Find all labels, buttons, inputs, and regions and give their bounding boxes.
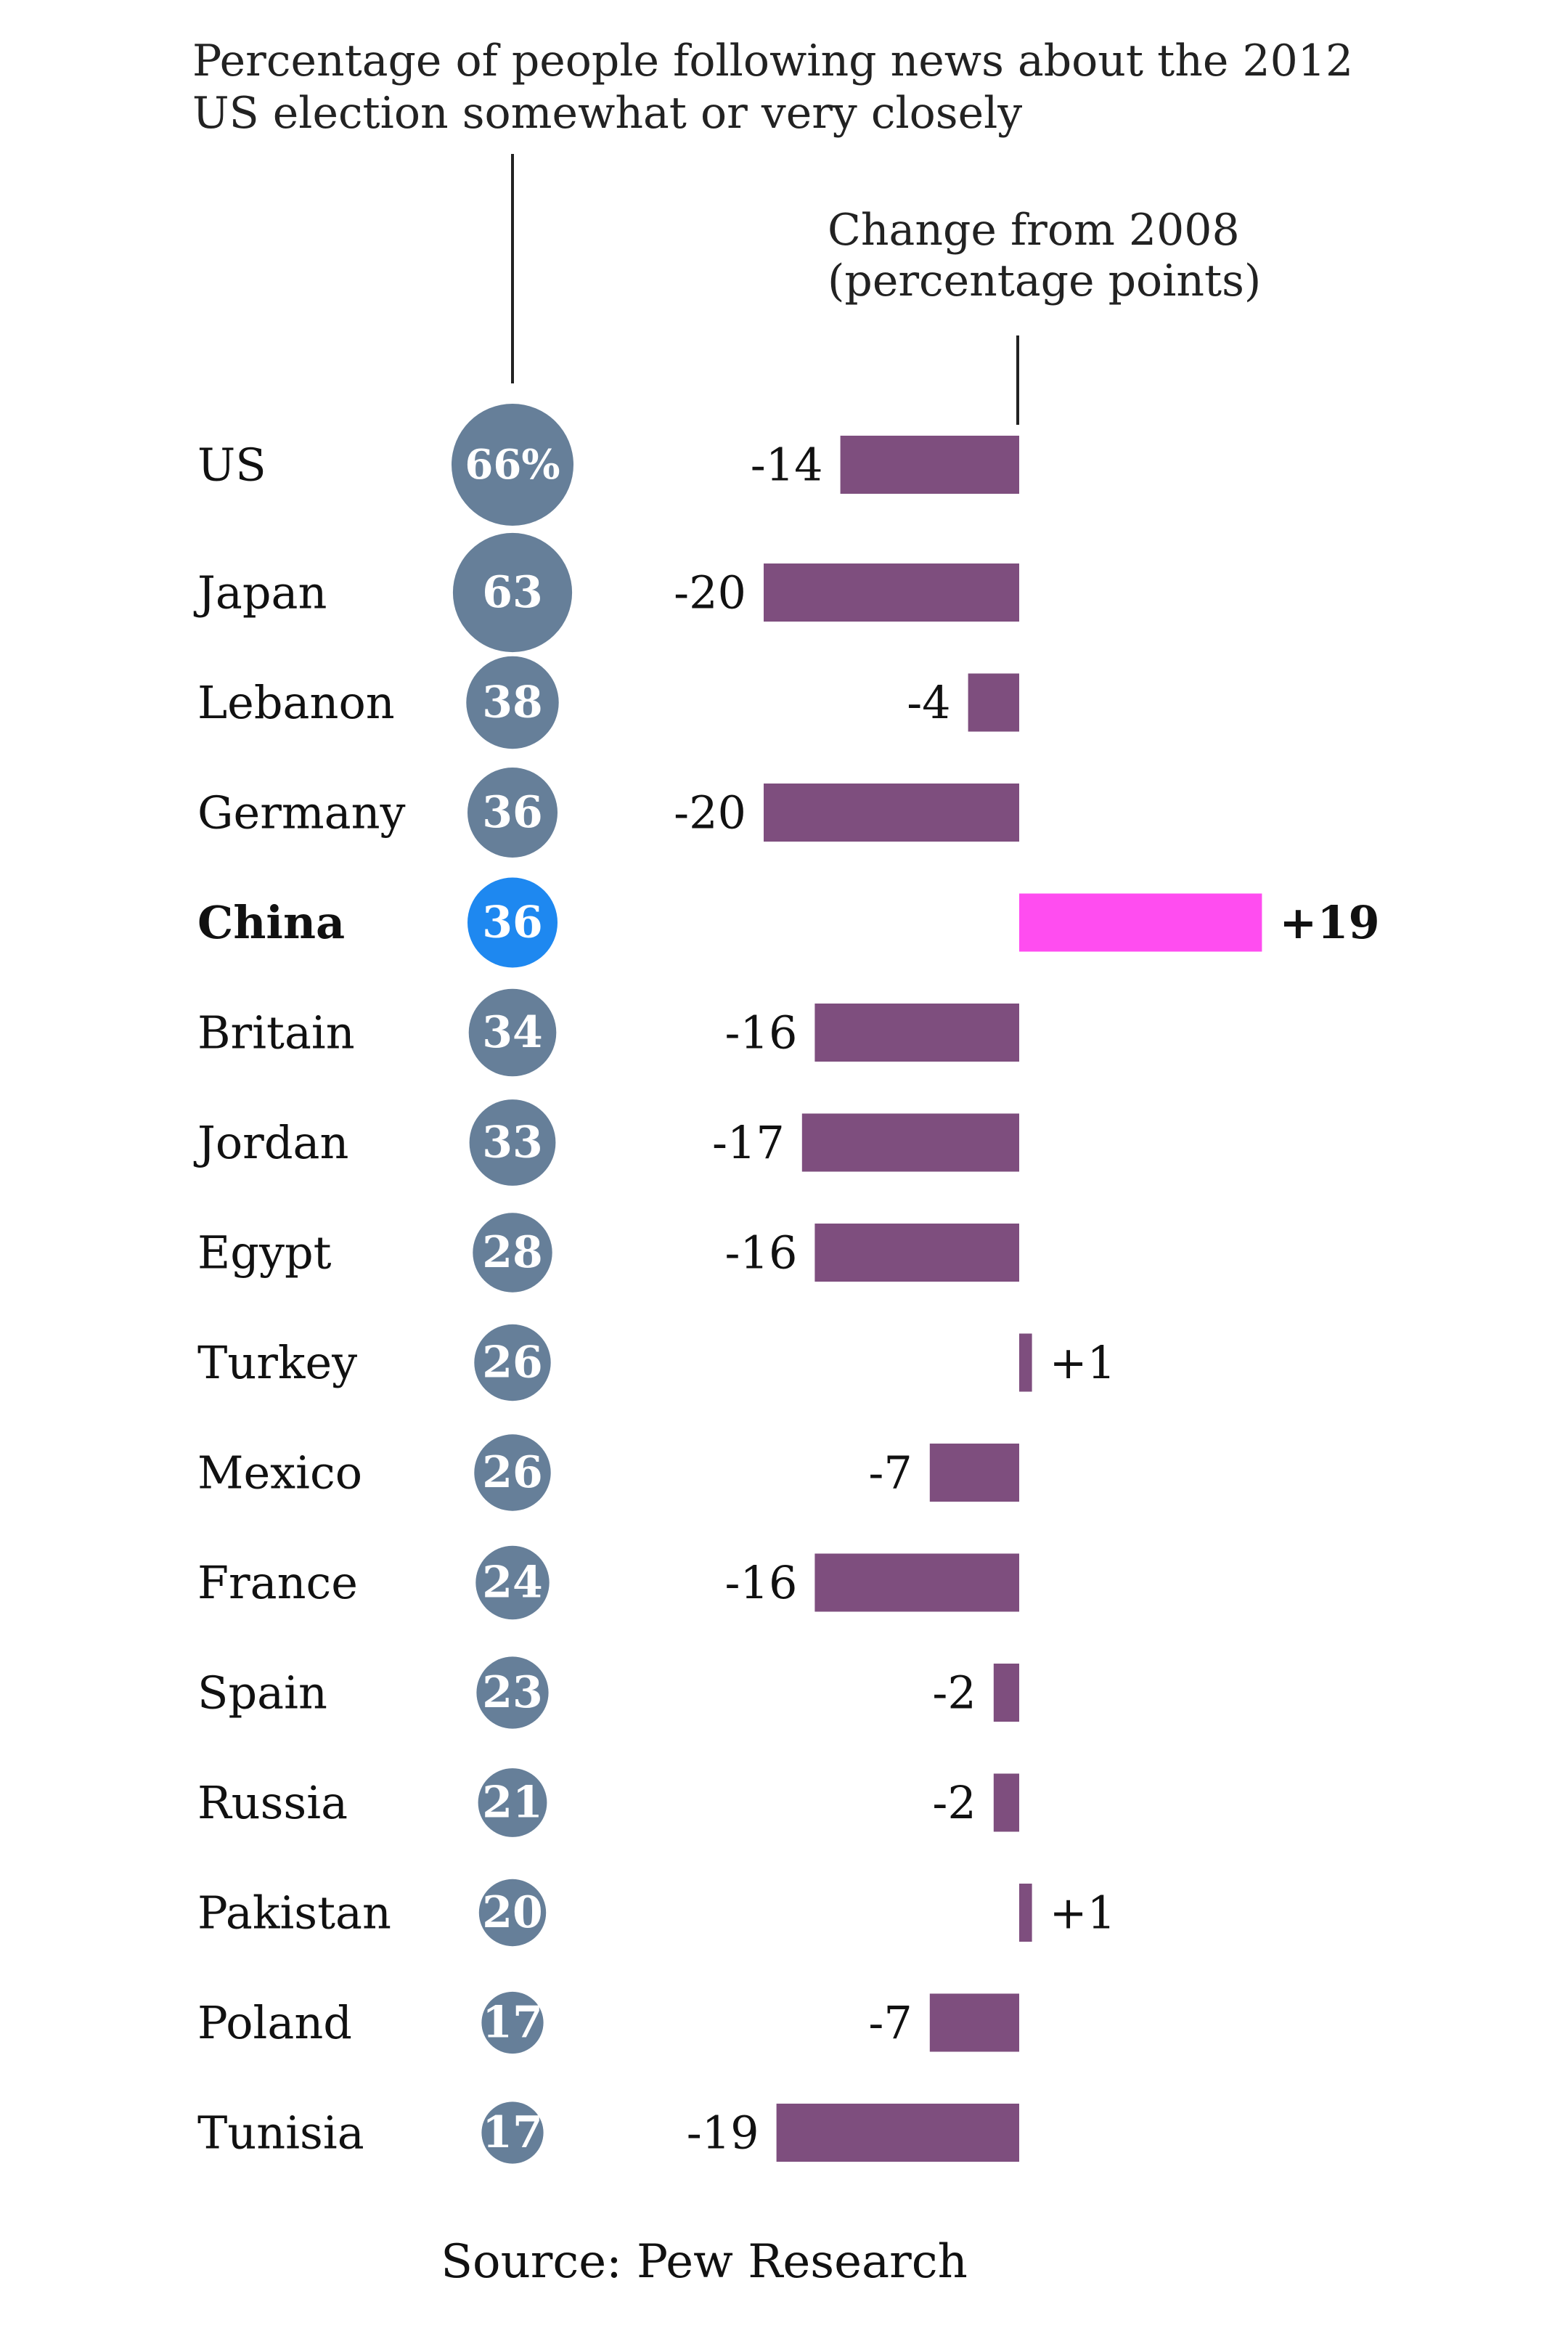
- percentage-bubble-france: [475, 1545, 550, 1620]
- percentage-label-tunisia: 17: [482, 2107, 543, 2158]
- percentage-label-egypt: 28: [482, 1227, 543, 1278]
- change-bar-britain: [814, 1004, 1019, 1062]
- percentage-label-japan: 63: [482, 567, 543, 618]
- category-label-spain: Spain: [197, 1667, 327, 1720]
- percentage-label-germany: 36: [482, 787, 543, 838]
- percentage-bubble-china: [467, 877, 558, 968]
- category-label-tunisia: Tunisia: [197, 2107, 364, 2160]
- category-label-turkey: Turkey: [197, 1336, 357, 1389]
- percentage-bubble-pakistan: [478, 1879, 547, 1947]
- change-label-mexico: -7: [868, 1446, 912, 1499]
- change-bar-lebanon: [968, 673, 1019, 732]
- percentage-bubble-tunisia: [481, 2101, 544, 2164]
- percentage-bubble-egypt: [473, 1213, 552, 1293]
- percentage-bubble-japan: [452, 532, 573, 653]
- change-label-france: -16: [725, 1556, 798, 1609]
- category-label-france: France: [197, 1556, 358, 1609]
- category-label-japan: Japan: [193, 566, 327, 619]
- percentage-label-mexico: 26: [482, 1447, 543, 1498]
- change-bar-china: [1019, 893, 1262, 952]
- change-label-spain: -2: [932, 1667, 976, 1720]
- category-label-mexico: Mexico: [197, 1446, 362, 1499]
- percentage-label-turkey: 26: [482, 1338, 543, 1388]
- change-label-britain: -16: [725, 1006, 798, 1059]
- percentage-label-us: 66%: [465, 441, 560, 489]
- change-label-poland: -7: [868, 1996, 912, 2049]
- change-bar-us: [840, 436, 1019, 494]
- change-bar-poland: [929, 1993, 1019, 2052]
- percentage-bubble-mexico: [474, 1434, 551, 1511]
- change-bar-spain: [993, 1664, 1019, 1722]
- category-label-jordan: Jordan: [193, 1116, 348, 1169]
- percentage-bubble-us: [452, 404, 573, 526]
- source-note: Source: Pew Research: [441, 2235, 968, 2289]
- change-bar-pakistan: [1019, 1884, 1032, 1942]
- category-label-pakistan: Pakistan: [197, 1887, 391, 1940]
- category-label-britain: Britain: [197, 1006, 355, 1059]
- change-label-egypt: -16: [725, 1226, 798, 1279]
- percentage-label-poland: 17: [482, 1998, 543, 2048]
- percentage-bubble-spain: [476, 1656, 549, 1729]
- percentage-label-pakistan: 20: [482, 1887, 543, 1938]
- percentage-label-france: 24: [482, 1558, 543, 1608]
- change-label-lebanon: -4: [907, 676, 950, 729]
- category-label-egypt: Egypt: [197, 1226, 332, 1279]
- category-label-china: China: [197, 896, 345, 949]
- change-label-us: -14: [751, 439, 823, 492]
- category-label-lebanon: Lebanon: [197, 676, 395, 729]
- change-title: Change from 2008 (percentage points): [828, 205, 1262, 306]
- change-bar-turkey: [1019, 1333, 1032, 1392]
- change-bar-russia: [993, 1773, 1019, 1832]
- category-label-us: US: [197, 439, 266, 492]
- change-bar-jordan: [801, 1113, 1019, 1172]
- change-bar-tunisia: [776, 2104, 1019, 2162]
- percentage-label-jordan: 33: [482, 1118, 543, 1168]
- category-label-germany: Germany: [197, 786, 406, 839]
- percentage-bubble-lebanon: [466, 656, 559, 749]
- change-bar-germany: [764, 784, 1019, 842]
- change-label-jordan: -17: [712, 1116, 785, 1169]
- percentage-label-spain: 23: [482, 1667, 543, 1718]
- percentage-bubble-britain: [468, 988, 557, 1077]
- change-label-japan: -20: [674, 566, 746, 619]
- change-label-pakistan: +1: [1050, 1887, 1116, 1940]
- percentage-bubble-poland: [481, 1991, 544, 2054]
- percentage-label-britain: 34: [482, 1007, 543, 1058]
- category-label-russia: Russia: [197, 1776, 348, 1829]
- change-bar-japan: [764, 563, 1019, 622]
- change-bar-egypt: [814, 1224, 1019, 1282]
- percentage-label-russia: 21: [482, 1778, 543, 1828]
- category-label-poland: Poland: [197, 1996, 352, 2049]
- percentage-bubble-turkey: [474, 1324, 551, 1401]
- percentage-bubble-germany: [467, 768, 558, 858]
- change-label-china: +19: [1279, 896, 1379, 949]
- percentage-bubble-russia: [478, 1768, 547, 1837]
- percentage-title: Percentage of people following news abou…: [192, 36, 1354, 139]
- change-label-russia: -2: [932, 1776, 976, 1829]
- change-bar-france: [814, 1553, 1019, 1612]
- change-label-turkey: +1: [1050, 1336, 1116, 1389]
- change-bar-mexico: [929, 1444, 1019, 1502]
- change-label-tunisia: -19: [687, 2107, 759, 2160]
- percentage-label-lebanon: 38: [482, 677, 543, 728]
- percentage-bubble-jordan: [469, 1099, 556, 1186]
- percentage-label-china: 36: [482, 898, 543, 948]
- change-label-germany: -20: [674, 786, 746, 839]
